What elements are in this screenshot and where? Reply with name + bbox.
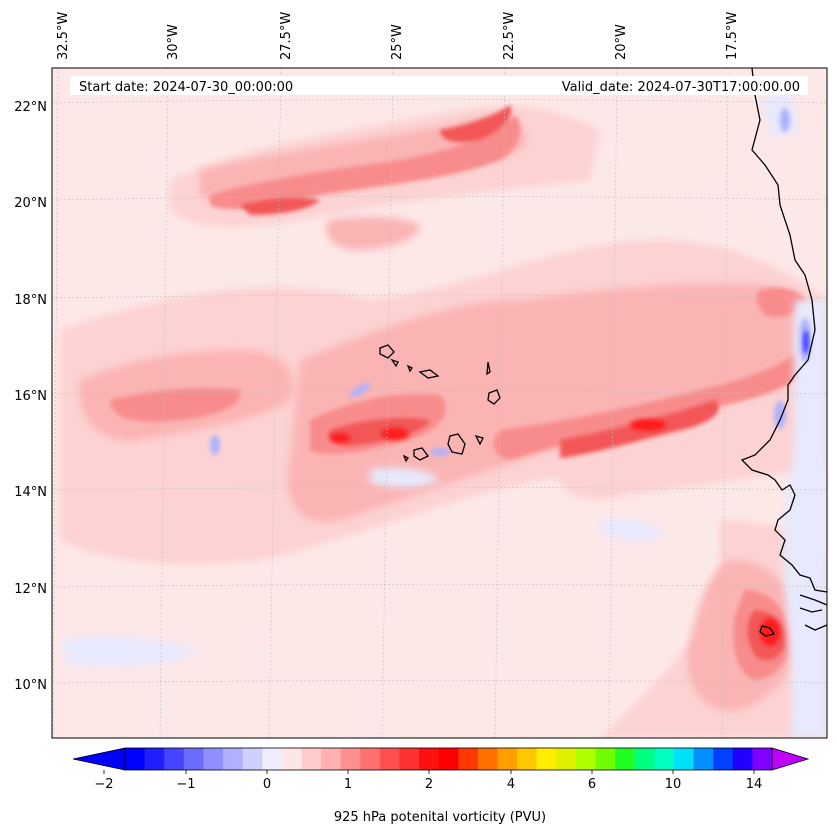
lon-label: 32.5°W <box>56 12 71 60</box>
colorbar-tick-label: 0 <box>263 777 271 792</box>
coastlines <box>379 68 827 637</box>
lon-label: 30°W <box>166 24 181 60</box>
lat-label: 20°N <box>14 196 47 211</box>
colorbar-cell <box>399 748 420 770</box>
map-frame <box>51 67 828 739</box>
colorbar-tick-label: 14 <box>746 777 763 792</box>
lat-label: 22°N <box>14 100 47 115</box>
colorbar-label: 925 hPa potenital vorticity (PVU) <box>334 810 546 825</box>
colorbar-extend-max <box>771 747 810 771</box>
colorbar-tick-label: 2 <box>425 777 433 792</box>
lat-label: 18°N <box>14 293 47 308</box>
colorbar-cell <box>713 748 734 770</box>
colorbar-tick-label: −2 <box>94 777 113 792</box>
colorbar-cell <box>203 748 224 770</box>
lon-label: 20°W <box>614 24 629 60</box>
colorbar-cell <box>379 748 401 770</box>
lat-label: 10°N <box>14 678 47 693</box>
colorbar-cell <box>164 748 185 770</box>
colorbar-cell <box>693 748 714 770</box>
colorbar-cell <box>223 748 244 770</box>
graticule <box>52 68 827 738</box>
colorbar-tick-label: −1 <box>176 777 195 792</box>
colorbar: −2 −1 0 1 2 4 6 10 14 925 hPa potenital vorticit… <box>72 747 810 825</box>
colorbar-extend-min <box>72 747 126 771</box>
pv-field-deep-blue <box>803 330 809 354</box>
pv-field-blue <box>210 108 811 456</box>
colorbar-cell <box>144 748 165 770</box>
colorbar-cell <box>673 748 695 770</box>
colorbar-cell <box>360 748 381 770</box>
colorbar-ticks: −2 −1 0 1 2 4 6 10 14 <box>94 770 762 792</box>
colorbar-cell <box>497 748 518 770</box>
africa-coastline <box>740 68 827 593</box>
colorbar-cell <box>595 748 616 770</box>
valid-date-label: Valid_date: 2024-07-30T17:00:00.00 <box>562 80 800 95</box>
colorbar-cell <box>125 748 146 770</box>
lon-label: 22.5°W <box>502 12 517 60</box>
colorbar-cell <box>575 748 597 770</box>
colorbar-cell <box>654 748 675 770</box>
map-panel <box>52 68 827 738</box>
colorbar-cell <box>340 748 361 770</box>
colorbar-cell <box>556 748 577 770</box>
lat-label: 12°N <box>14 582 47 597</box>
colorbar-cell <box>321 748 342 770</box>
colorbar-cell <box>183 748 205 770</box>
colorbar-tick-label: 6 <box>588 777 596 792</box>
pv-field-light-blue <box>60 90 827 738</box>
lat-label: 14°N <box>14 485 47 500</box>
colorbar-cell <box>301 748 322 770</box>
pv-field-deep-red <box>330 419 780 646</box>
lon-label: 27.5°W <box>279 12 294 60</box>
colorbar-tick-label: 4 <box>507 777 515 792</box>
colorbar-cell <box>262 748 283 770</box>
colorbar-cell <box>615 748 636 770</box>
lon-label: 25°W <box>390 24 405 60</box>
colorbar-cell <box>419 748 440 770</box>
start-date-label: Start date: 2024-07-30_00:00:00 <box>79 80 293 95</box>
colorbar-cell <box>634 748 655 770</box>
colorbar-frame <box>124 747 773 771</box>
colorbar-cells <box>125 748 773 770</box>
colorbar-cell <box>752 748 773 770</box>
colorbar-cell <box>536 748 557 770</box>
cape-verde-islands <box>379 344 501 463</box>
colorbar-tick-label: 10 <box>665 777 682 792</box>
colorbar-cell <box>517 748 538 770</box>
lon-label: 17.5°W <box>725 12 740 60</box>
colorbar-tick-label: 1 <box>344 777 352 792</box>
colorbar-cell <box>477 748 499 770</box>
colorbar-cell <box>438 748 459 770</box>
longitude-labels: 32.5°W 30°W 27.5°W 25°W 22.5°W 20°W 17.5… <box>56 12 740 60</box>
date-label-box <box>70 76 808 95</box>
latitude-labels: 22°N 20°N 18°N 16°N 14°N 12°N 10°N <box>14 100 47 693</box>
lat-label: 16°N <box>14 389 47 404</box>
colorbar-cell <box>458 748 479 770</box>
colorbar-cell <box>732 748 753 770</box>
colorbar-cell <box>242 748 263 770</box>
colorbar-cell <box>281 748 303 770</box>
